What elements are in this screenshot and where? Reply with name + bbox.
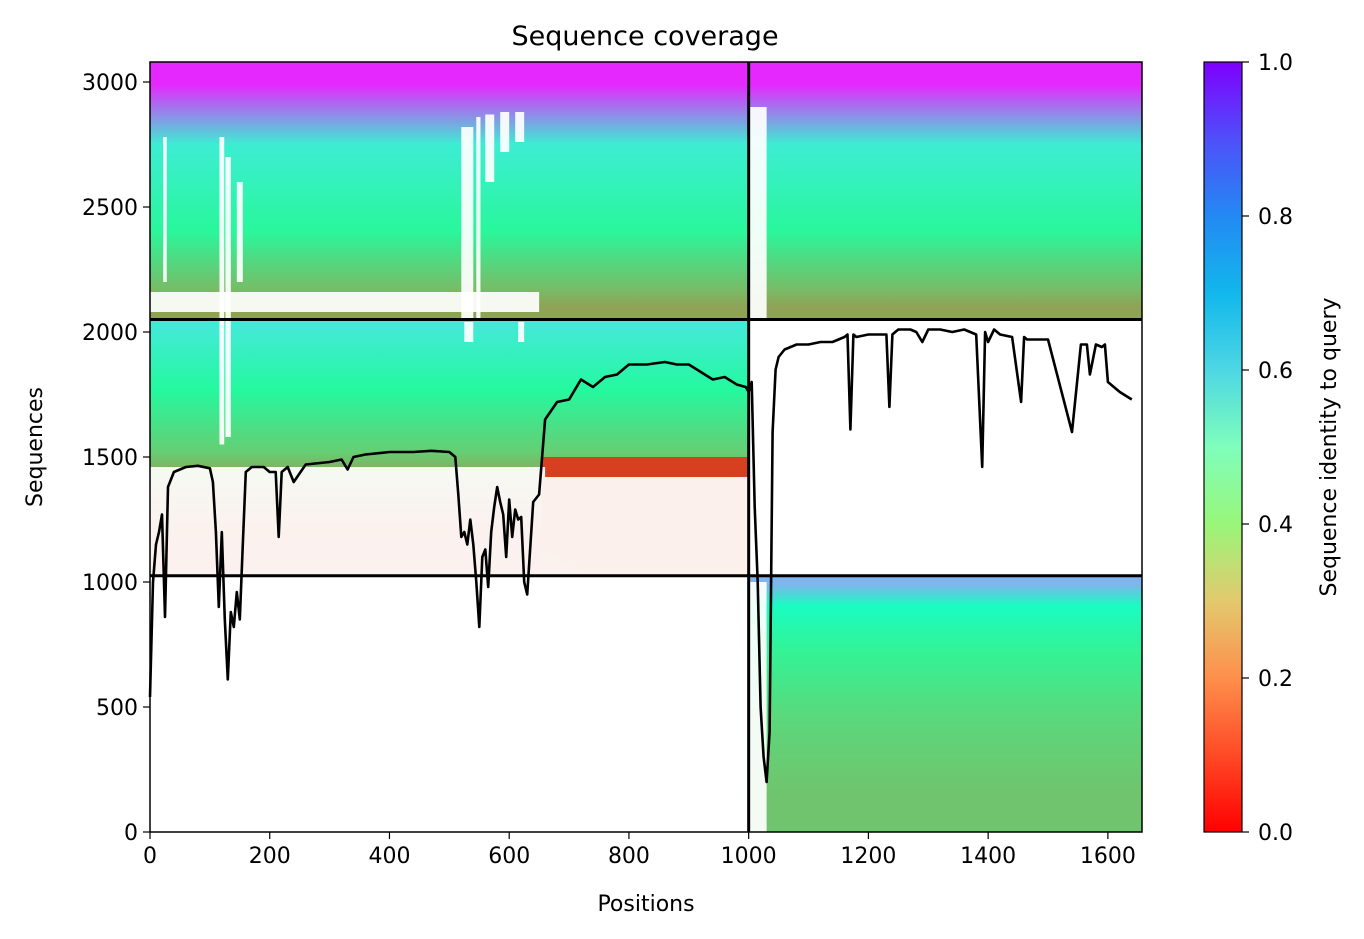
colorbar-tick-label: 0.0 — [1258, 821, 1293, 846]
colorbar-tick-label: 0.8 — [1258, 205, 1293, 230]
y-tick-label: 1000 — [82, 571, 138, 596]
gap-stripe — [150, 292, 540, 312]
y-tick-label: 1500 — [82, 446, 138, 471]
gap-stripes — [150, 107, 767, 832]
gap-stripe — [476, 117, 481, 320]
coverage-line — [148, 328, 1133, 784]
x-tick-label: 600 — [488, 844, 530, 869]
gap-stripe — [485, 114, 495, 182]
colorbar-tick-label: 1.0 — [1258, 51, 1293, 76]
gap-stripe — [150, 477, 749, 576]
chart-title: Sequence coverage — [511, 21, 778, 52]
x-tick-label: 800 — [608, 844, 650, 869]
colorbar-ticks: 0.0 0.2 0.4 0.6 0.8 1.0 — [1242, 51, 1293, 846]
y-tick-label: 3000 — [82, 71, 138, 96]
plot-frame — [149, 61, 1143, 833]
gap-stripe — [500, 112, 510, 152]
gap-stripe — [518, 322, 525, 342]
gap-stripe — [219, 137, 225, 445]
x-tick-label: 1600 — [1080, 844, 1136, 869]
x-tick-label: 0 — [143, 844, 157, 869]
colorbar-tick-label: 0.6 — [1258, 359, 1293, 384]
heatmap-block — [748, 575, 1142, 832]
coverage-heatmap — [150, 62, 1142, 832]
x-tick-label: 400 — [368, 844, 410, 869]
gap-stripe — [150, 467, 546, 477]
gap-stripe — [225, 157, 231, 437]
gap-stripe — [748, 107, 767, 320]
coverage-line-group — [148, 328, 1133, 784]
colorbar-label: Sequence identity to query — [1317, 297, 1342, 596]
x-tick-label: 1000 — [721, 844, 777, 869]
colorbar-tick-label: 0.2 — [1258, 667, 1293, 692]
y-tick-label: 2000 — [82, 321, 138, 346]
y-tick-label: 2500 — [82, 196, 138, 221]
gap-stripe — [236, 182, 243, 282]
gap-stripe — [461, 127, 474, 320]
x-axis-label: Positions — [597, 892, 694, 917]
gap-stripe — [515, 112, 525, 142]
x-tick-label: 1200 — [840, 844, 896, 869]
heatmap-block — [748, 62, 1142, 320]
block-dividers — [150, 62, 1142, 832]
gap-stripe — [748, 582, 767, 832]
y-tick-label: 500 — [96, 696, 138, 721]
gap-stripe — [163, 137, 167, 282]
x-tick-label: 200 — [249, 844, 291, 869]
colorbar — [1203, 61, 1243, 833]
x-tick-label: 1400 — [960, 844, 1016, 869]
colorbar-tick-label: 0.4 — [1258, 513, 1293, 538]
heatmap-block — [150, 62, 749, 320]
y-tick-label: 0 — [124, 821, 138, 846]
gap-stripe — [464, 322, 474, 342]
y-axis-label: Sequences — [23, 387, 48, 507]
x-axis-ticks: 0 200 400 600 800 1000 1200 1400 1600 — [143, 832, 1136, 869]
y-axis-ticks: 0 500 1000 1500 2000 2500 3000 — [82, 71, 150, 846]
